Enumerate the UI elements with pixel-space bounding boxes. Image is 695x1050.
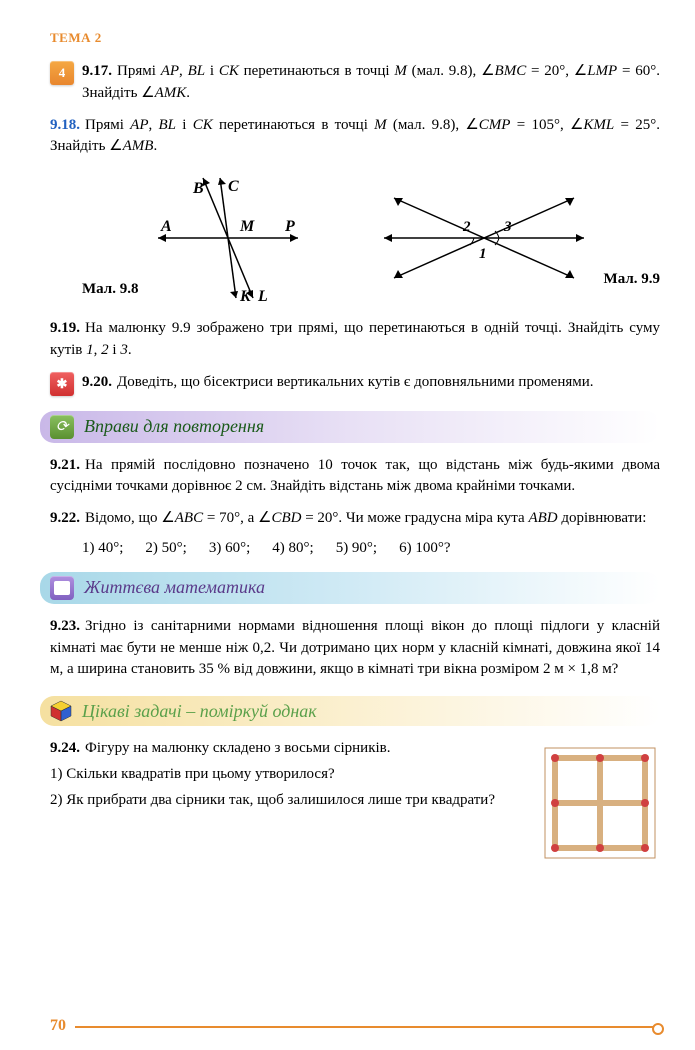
option: 6) 100°? [399, 540, 450, 557]
section-fun-header: Цікаві задачі – поміркуй однак [40, 696, 660, 726]
problem-text: 9.22.Відомо, що ∠ABC = 70°, а ∠CBD = 20°… [50, 508, 660, 530]
section-title: Цікаві задачі – поміркуй однак [82, 701, 317, 722]
problem-text: 9.23.Згідно із санітарними нормами відно… [50, 616, 660, 681]
problem-text: 9.21.На прямій послідовно позначено 10 т… [50, 455, 660, 499]
problem-number: 9.23. [50, 618, 80, 634]
svg-text:P: P [284, 218, 295, 235]
problem-9-19: 9.19.На малюнку 9.9 зображено три прямі,… [50, 318, 660, 362]
option: 1) 40°; [82, 540, 123, 557]
option: 3) 60°; [209, 540, 250, 557]
problem-text: 9.17.Прямі AP, BL і CK перетинаються в т… [82, 61, 660, 105]
problem-number: 9.22. [50, 510, 80, 526]
figure-9-9: 1 2 3 [374, 183, 594, 293]
problem-9-22: 9.22.Відомо, що ∠ABC = 70°, а ∠CBD = 20°… [50, 508, 660, 530]
level-4-icon: 4 [50, 61, 74, 85]
problem-text: 9.18.Прямі AP, BL і CK перетинаються в т… [50, 115, 660, 159]
refresh-icon: ⟳ [50, 415, 74, 439]
svg-text:B: B [192, 180, 204, 197]
problem-9-24: 9.24.Фігуру на малюнку складено з восьми… [50, 738, 660, 863]
figure-9-9-block: 1 2 3 Мал. 9.9 [374, 183, 660, 293]
section-life-header: Життєва математика [40, 572, 660, 604]
hard-icon: ✱ [50, 372, 74, 396]
figure-9-8: A B C M P K L [148, 173, 308, 303]
section-title: Життєва математика [84, 577, 265, 598]
svg-text:K: K [239, 288, 252, 303]
problem-number: 9.24. [50, 740, 80, 756]
options-row: 1) 40°; 2) 50°; 3) 60°; 4) 80°; 5) 90°; … [82, 540, 660, 557]
svg-text:C: C [228, 178, 239, 195]
problem-9-23: 9.23.Згідно із санітарними нормами відно… [50, 616, 660, 681]
problem-text: 9.19.На малюнку 9.9 зображено три прямі,… [50, 318, 660, 362]
option: 2) 50°; [145, 540, 186, 557]
option: 4) 80°; [272, 540, 313, 557]
figure-9-8-label: Мал. 9.8 [82, 281, 138, 298]
problem-number: 9.21. [50, 457, 80, 473]
figure-9-8-block: Мал. 9.8 A B C [82, 173, 308, 303]
svg-text:L: L [257, 288, 268, 303]
notepad-icon [50, 576, 74, 600]
problem-number: 9.17. [82, 63, 112, 79]
footer-rule [75, 1026, 660, 1028]
problem-9-17: 4 9.17.Прямі AP, BL і CK перетинаються в… [50, 61, 660, 105]
problem-number: 9.19. [50, 320, 80, 336]
figure-9-9-label: Мал. 9.9 [604, 271, 660, 288]
problem-9-20: ✱ 9.20.Доведіть, що бісектриси вертикаль… [50, 372, 660, 396]
page-number: 70 [50, 1017, 66, 1035]
svg-text:M: M [239, 218, 255, 235]
topic-label: ТЕМА 2 [50, 30, 660, 46]
problem-number: 9.18. [50, 117, 80, 133]
problem-text: 9.24.Фігуру на малюнку складено з восьми… [50, 738, 660, 863]
figures-row: Мал. 9.8 A B C [82, 173, 660, 303]
match-figure [540, 743, 660, 863]
svg-text:1: 1 [479, 246, 487, 262]
option: 5) 90°; [336, 540, 377, 557]
svg-text:2: 2 [462, 219, 471, 235]
problem-number: 9.20. [82, 374, 112, 390]
section-title: Вправи для повторення [84, 416, 264, 437]
problem-text: 9.20.Доведіть, що бісектриси вертикальни… [82, 372, 660, 394]
section-review-header: ⟳ Вправи для повторення [40, 411, 660, 443]
svg-text:A: A [160, 218, 172, 235]
problem-9-18: 9.18.Прямі AP, BL і CK перетинаються в т… [50, 115, 660, 159]
page: ТЕМА 2 4 9.17.Прямі AP, BL і CK перетина… [0, 0, 695, 1050]
problem-9-21: 9.21.На прямій послідовно позначено 10 т… [50, 455, 660, 499]
rubik-icon [50, 700, 72, 722]
svg-text:3: 3 [503, 219, 512, 235]
